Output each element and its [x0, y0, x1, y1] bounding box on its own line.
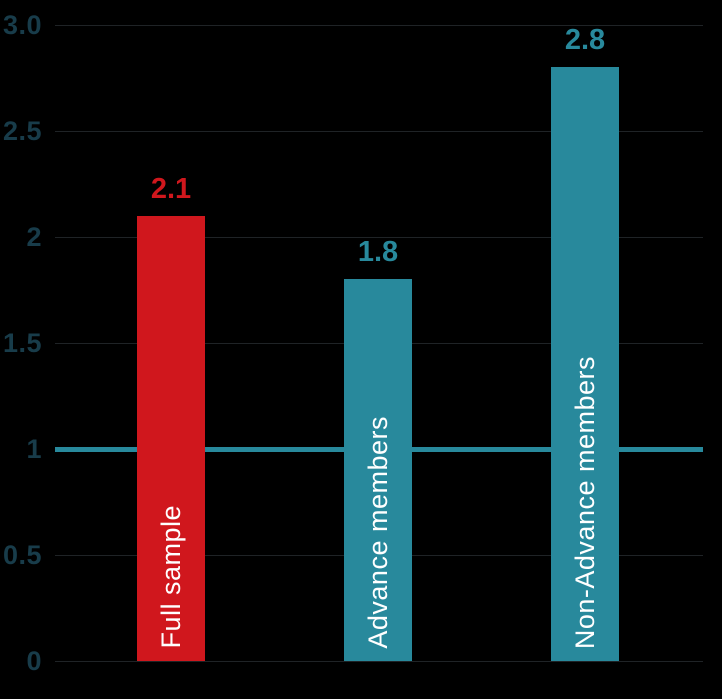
gridline — [55, 131, 703, 132]
bar-advance-members: Advance members — [344, 279, 412, 661]
bar-full-sample: Full sample — [137, 215, 205, 661]
gridline — [55, 661, 703, 662]
bar-category-label: Non-Advance members — [551, 356, 619, 649]
y-tick-label: 3.0 — [2, 10, 42, 40]
bar-category-text: Full sample — [155, 505, 186, 649]
y-tick-label: 0 — [26, 646, 42, 676]
bar-value-label: 2.8 — [564, 24, 606, 57]
gridline — [55, 237, 703, 238]
bar-category-text: Advance members — [362, 416, 393, 649]
bar-value-label: 1.8 — [357, 236, 399, 269]
y-tick-label: 2 — [26, 222, 42, 252]
y-tick-label: 0.5 — [2, 540, 42, 570]
bar-category-text: Non-Advance members — [569, 355, 600, 649]
y-tick-label: 1 — [26, 434, 42, 464]
bar-value-label: 2.1 — [150, 172, 192, 205]
y-tick-label: 2.5 — [2, 116, 42, 146]
bar-non-advance-members: Non-Advance members — [551, 67, 619, 661]
y-tick-label: 1.5 — [2, 328, 42, 358]
gridline — [55, 25, 703, 26]
bar-category-label: Advance members — [344, 416, 412, 649]
bar-category-label: Full sample — [137, 505, 205, 649]
